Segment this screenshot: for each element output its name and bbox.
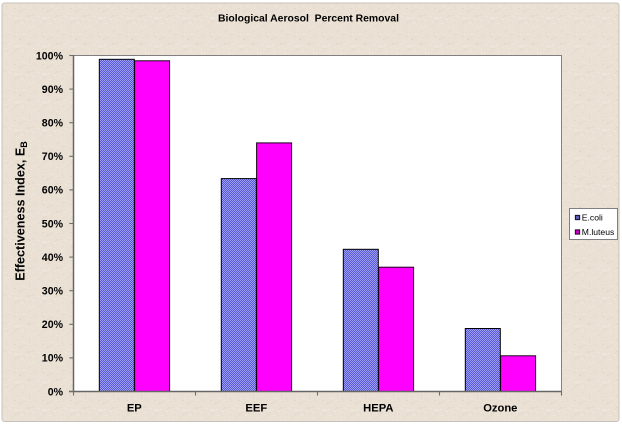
svg-text:40%: 40% — [42, 252, 64, 264]
svg-text:E.coli: E.coli — [582, 213, 603, 223]
svg-text:70%: 70% — [42, 151, 64, 163]
svg-text:60%: 60% — [42, 185, 64, 197]
svg-text:10%: 10% — [42, 353, 64, 365]
svg-text:M.luteus: M.luteus — [582, 227, 614, 237]
svg-text:Effectiveness Index, EB: Effectiveness Index, EB — [14, 141, 30, 281]
svg-text:Biological Aerosol Percent Re: Biological Aerosol Percent Removal — [218, 13, 399, 24]
svg-text:EEF: EEF — [245, 402, 267, 414]
svg-text:80%: 80% — [42, 118, 64, 130]
svg-text:0%: 0% — [48, 386, 64, 398]
svg-text:HEPA: HEPA — [363, 402, 393, 414]
svg-text:30%: 30% — [42, 286, 64, 298]
svg-text:Ozone: Ozone — [483, 402, 517, 414]
svg-text:EP: EP — [127, 402, 142, 414]
svg-text:100%: 100% — [36, 50, 64, 62]
svg-text:20%: 20% — [42, 319, 64, 331]
svg-text:90%: 90% — [42, 84, 64, 96]
svg-text:50%: 50% — [42, 218, 64, 230]
